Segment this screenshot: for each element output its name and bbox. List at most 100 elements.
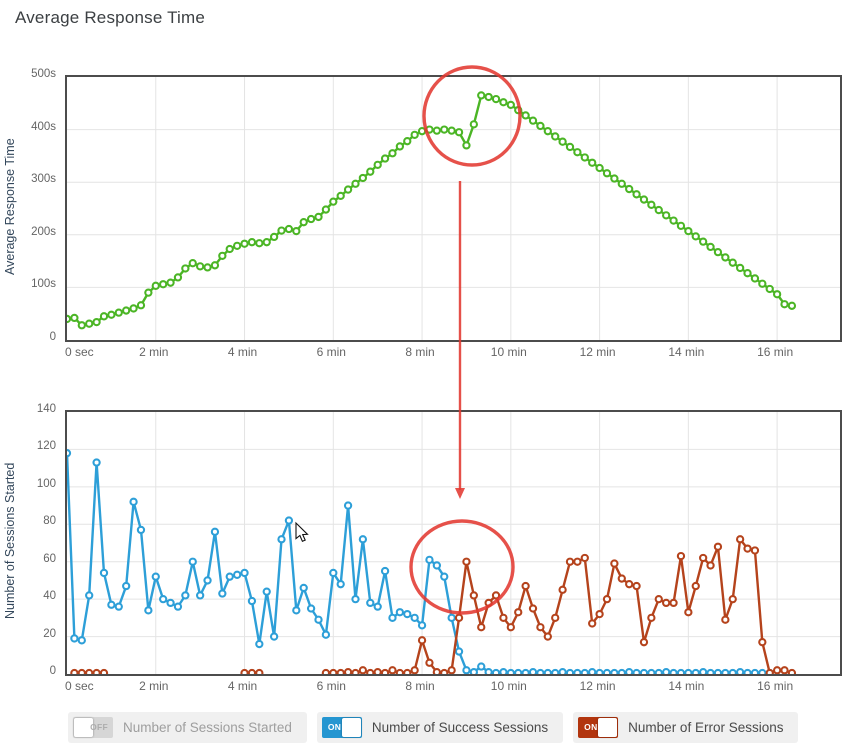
data-point-marker: [750, 668, 760, 674]
data-point-marker: [195, 591, 205, 600]
data-point-marker: [292, 226, 301, 236]
data-point-marker: [454, 613, 464, 623]
data-point-marker: [77, 668, 86, 674]
data-point-marker: [580, 553, 589, 563]
data-point-marker: [277, 535, 286, 544]
data-point-marker: [440, 125, 449, 134]
success-sessions-toggle[interactable]: ON: [321, 717, 362, 738]
x-axis-tick-label: 4 min: [227, 679, 258, 693]
data-point-marker: [588, 158, 597, 167]
data-point-marker: [255, 668, 264, 674]
data-point-marker: [469, 667, 478, 674]
data-point-marker: [491, 591, 501, 600]
data-point-marker: [469, 591, 478, 600]
data-point-marker: [269, 632, 279, 641]
data-point-marker: [373, 667, 382, 674]
data-point-marker: [647, 200, 656, 209]
data-point-marker: [417, 621, 427, 630]
y-axis-tick-label: 300s: [31, 173, 56, 186]
toggle-group-error-sessions: ON Number of Error Sessions: [573, 712, 799, 743]
error-sessions-toggle[interactable]: ON: [578, 717, 619, 738]
data-point-marker: [299, 218, 308, 227]
x-axis-tick-label: 0 sec: [65, 679, 94, 693]
data-point-marker: [521, 581, 530, 591]
data-point-marker: [403, 609, 412, 619]
data-point-marker: [765, 668, 774, 674]
data-point-marker: [713, 542, 723, 551]
data-point-marker: [477, 662, 486, 671]
data-point-marker: [366, 668, 375, 674]
data-point-marker: [70, 313, 79, 323]
data-point-marker: [758, 638, 767, 647]
data-point-marker: [240, 239, 249, 248]
data-point-marker: [343, 667, 353, 674]
data-point-marker: [602, 169, 612, 178]
data-point-marker: [558, 585, 567, 594]
data-point-marker: [484, 92, 493, 102]
sessions-chart-plot: [65, 410, 842, 676]
data-point-marker: [565, 557, 575, 566]
data-point-marker: [144, 606, 153, 615]
data-point-marker: [425, 555, 434, 564]
x-axis-tick-label: 6 min: [316, 345, 346, 359]
data-point-marker: [565, 668, 575, 674]
sessions-chart-svg: [67, 412, 840, 674]
data-point-marker: [706, 561, 715, 570]
data-point-marker: [70, 668, 79, 674]
data-point-marker: [558, 667, 567, 674]
data-point-marker: [218, 251, 227, 260]
data-point-marker: [403, 668, 412, 674]
data-point-marker: [772, 666, 782, 674]
data-point-marker: [247, 596, 257, 606]
data-point-marker: [595, 609, 604, 619]
data-point-marker: [721, 668, 730, 674]
data-point-marker: [654, 668, 663, 674]
data-point-marker: [691, 232, 700, 241]
data-point-marker: [676, 551, 686, 561]
data-point-marker: [639, 638, 649, 647]
data-point-marker: [676, 668, 686, 674]
data-point-marker: [758, 279, 767, 288]
data-point-marker: [506, 668, 515, 674]
data-point-marker: [639, 195, 649, 204]
data-point-marker: [610, 668, 619, 674]
sessions-started-toggle[interactable]: OFF: [73, 717, 113, 738]
y-axis-tick-label: 0: [49, 665, 56, 677]
data-point-marker: [395, 608, 405, 617]
data-point-marker: [240, 568, 249, 578]
data-point-marker: [262, 238, 271, 247]
data-point-marker: [299, 583, 308, 593]
toggle-state-text: ON: [327, 722, 342, 732]
data-point-marker: [735, 535, 745, 544]
data-point-marker: [67, 314, 72, 324]
data-point-marker: [417, 636, 427, 645]
data-point-marker: [447, 666, 456, 674]
data-point-marker: [551, 613, 560, 623]
data-point-marker: [136, 301, 146, 310]
data-point-marker: [351, 179, 360, 188]
data-point-marker: [343, 185, 353, 194]
toggle-state-text: ON: [584, 722, 598, 732]
data-point-marker: [454, 647, 464, 656]
data-point-marker: [543, 127, 552, 136]
data-point-marker: [462, 141, 471, 150]
error-sessions-toggle-label: Number of Error Sessions: [628, 720, 784, 735]
x-axis-tick-label: 12 min: [579, 345, 616, 359]
data-point-marker: [321, 668, 331, 674]
data-point-marker: [210, 261, 220, 270]
data-point-marker: [425, 125, 434, 134]
data-point-marker: [166, 278, 175, 287]
data-point-marker: [514, 608, 523, 617]
data-point-marker: [373, 160, 382, 169]
data-point-marker: [654, 594, 663, 604]
data-point-marker: [240, 668, 249, 674]
toggle-state-text: OFF: [90, 722, 108, 732]
data-point-marker: [454, 128, 464, 137]
data-point-marker: [491, 668, 501, 674]
data-point-marker: [750, 546, 760, 555]
data-point-marker: [477, 91, 486, 100]
data-point-marker: [329, 668, 338, 674]
data-point-marker: [151, 281, 160, 290]
data-point-marker: [462, 666, 471, 674]
